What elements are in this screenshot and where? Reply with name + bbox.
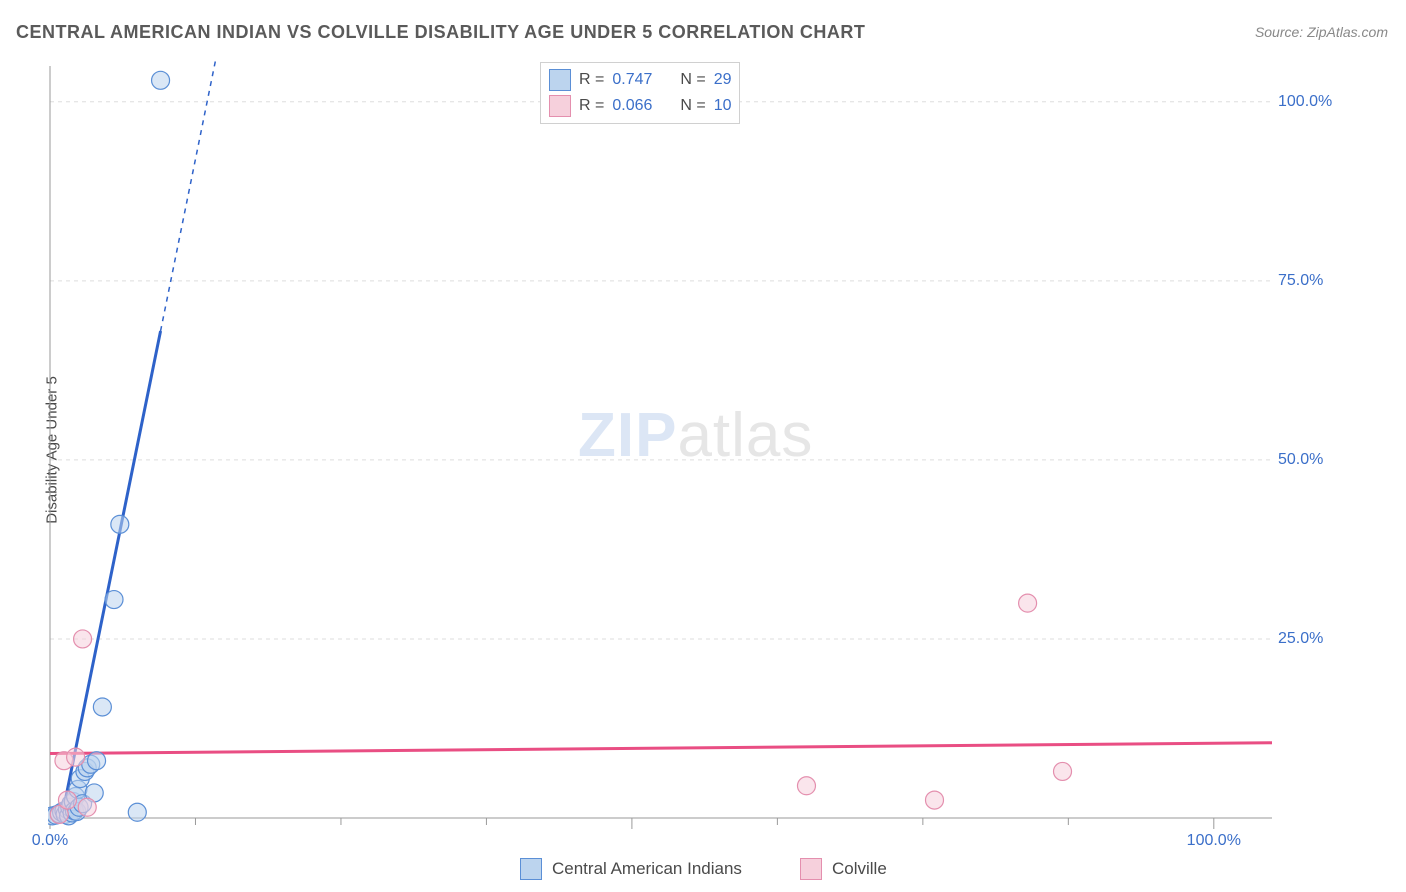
legend-swatch (549, 69, 571, 91)
stats-legend: R = 0.747 N = 29 R = 0.066 N = 10 (540, 62, 740, 124)
legend-swatch (549, 95, 571, 117)
source-attribution: Source: ZipAtlas.com (1255, 24, 1388, 40)
y-tick-label: 100.0% (1278, 93, 1372, 111)
series-label: Central American Indians (552, 859, 742, 879)
series-legend-item: Central American Indians (520, 858, 742, 880)
r-value: 0.747 (612, 71, 672, 89)
y-tick-label: 50.0% (1278, 451, 1372, 469)
n-label: N = (680, 71, 705, 89)
plot-area: Disability Age Under 5 25.0%50.0%75.0%10… (48, 60, 1378, 840)
y-tick-label: 75.0% (1278, 272, 1372, 290)
x-tick-label: 0.0% (32, 832, 68, 850)
legend-swatch (520, 858, 542, 880)
chart-title: CENTRAL AMERICAN INDIAN VS COLVILLE DISA… (16, 22, 865, 43)
series-label: Colville (832, 859, 887, 879)
n-value: 29 (714, 71, 732, 89)
x-tick-label: 100.0% (1187, 832, 1241, 850)
legend-swatch (800, 858, 822, 880)
series-legend-item: Colville (800, 858, 887, 880)
r-value: 0.066 (612, 97, 672, 115)
y-tick-label: 25.0% (1278, 630, 1372, 648)
stats-legend-row: R = 0.747 N = 29 (549, 67, 731, 93)
stats-legend-row: R = 0.066 N = 10 (549, 93, 731, 119)
r-label: R = (579, 71, 604, 89)
n-label: N = (680, 97, 705, 115)
r-label: R = (579, 97, 604, 115)
n-value: 10 (714, 97, 732, 115)
scatter-chart (48, 60, 1328, 840)
